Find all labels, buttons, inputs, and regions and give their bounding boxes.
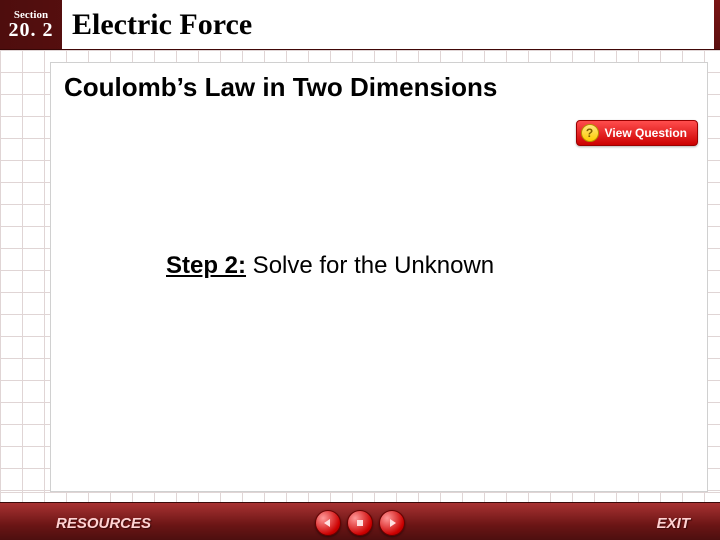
- triangle-right-icon: [386, 517, 398, 529]
- slide-heading: Coulomb’s Law in Two Dimensions: [64, 72, 497, 103]
- view-question-button[interactable]: ? View Question: [576, 120, 698, 146]
- step-number: Step 2:: [166, 252, 246, 279]
- spacer: [0, 492, 720, 502]
- question-mark-icon: ?: [581, 124, 599, 142]
- header-bar: Section 20. 2 Electric Force: [0, 0, 720, 50]
- step-description: Solve for the Unknown: [246, 252, 494, 279]
- section-number: 20. 2: [9, 19, 54, 42]
- nav-button-group: [315, 510, 405, 536]
- view-question-label: View Question: [605, 126, 687, 140]
- exit-button[interactable]: EXIT: [657, 515, 690, 532]
- spacer: [0, 50, 50, 502]
- square-icon: [354, 517, 366, 529]
- stop-button[interactable]: [347, 510, 373, 536]
- resources-button[interactable]: RESOURCES: [56, 515, 151, 532]
- nav-bar: RESOURCES EXIT: [0, 502, 720, 540]
- next-button[interactable]: [379, 510, 405, 536]
- triangle-left-icon: [322, 517, 334, 529]
- header-edge: [714, 0, 720, 49]
- chapter-title: Electric Force: [62, 0, 714, 49]
- step-text: Step 2: Solve for the Unknown: [166, 252, 494, 280]
- slide: Section 20. 2 Electric Force Coulomb’s L…: [0, 0, 720, 540]
- spacer: [0, 50, 720, 62]
- prev-button[interactable]: [315, 510, 341, 536]
- section-box: Section 20. 2: [0, 0, 62, 50]
